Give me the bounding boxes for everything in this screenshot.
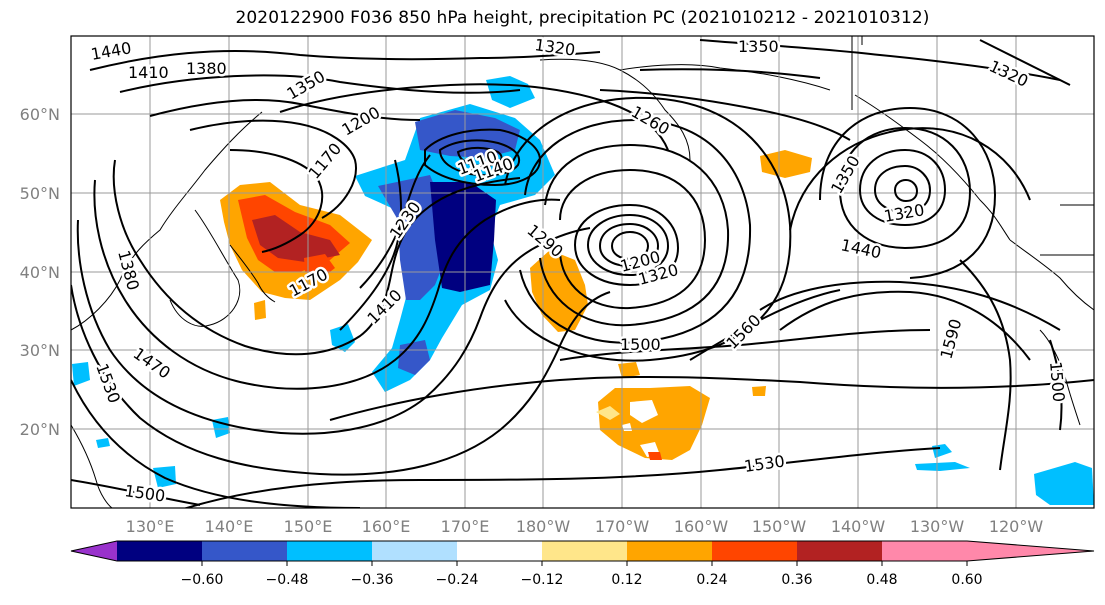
colorbar-tick-label: −0.36: [351, 572, 394, 588]
lon-label: 140°E: [205, 517, 254, 536]
lon-label: 150°E: [284, 517, 333, 536]
colorbar-tick-label: 0.24: [696, 572, 727, 588]
colorbar-segment: [202, 541, 287, 561]
colorbar-segment: [542, 541, 627, 561]
colorbar-tick-label: −0.60: [181, 572, 224, 588]
colorbar-outline: [70, 540, 1095, 562]
colorbar-tick-label: 0.48: [866, 572, 897, 588]
lon-label: 170°W: [595, 517, 650, 536]
page-title: 2020122900 F036 850 hPa height, precipit…: [235, 8, 930, 28]
contour-label: 1500: [1046, 361, 1068, 403]
colorbar: −0.60 −0.48 −0.36 −0.24 −0.12 0.12 0.24 …: [70, 540, 1095, 588]
lon-label: 140°W: [831, 517, 886, 536]
lat-label: 20°N: [20, 420, 60, 439]
lon-label: 160°E: [362, 517, 411, 536]
lon-label: 160°W: [674, 517, 729, 536]
lon-label: 120°W: [989, 517, 1044, 536]
colorbar-tick-label: 0.36: [781, 572, 812, 588]
colorbar-segment: [712, 541, 797, 561]
colorbar-tick-label: 0.12: [611, 572, 642, 588]
coastlines: [71, 36, 1094, 508]
lon-label: 150°W: [752, 517, 807, 536]
colorbar-segment: [372, 541, 457, 561]
lat-label: 60°N: [20, 105, 60, 124]
longitude-labels: 130°E 140°E 150°E 160°E 170°E 180°W 170°…: [126, 517, 1044, 536]
colorbar-tick-label: −0.24: [436, 572, 479, 588]
precip-positive-area: [220, 150, 812, 460]
height-contours: [71, 39, 1094, 508]
map-frame: [70, 35, 1095, 509]
colorbar-ticks: [201, 561, 968, 566]
lon-label: 170°E: [441, 517, 490, 536]
colorbar-segment: [797, 541, 882, 561]
colorbar-segment: [457, 541, 542, 561]
lon-label: 180°W: [516, 517, 571, 536]
lon-label: 130°E: [126, 517, 175, 536]
colorbar-tick-label: −0.48: [266, 572, 309, 588]
latitude-labels: 60°N 50°N 40°N 30°N 20°N: [20, 105, 60, 439]
colorbar-segment: [117, 541, 202, 561]
colorbar-extend-left: [71, 541, 117, 561]
contour-label: 1500: [620, 335, 661, 354]
colorbar-extend-right: [967, 541, 1094, 561]
colorbar-segment: [882, 541, 967, 561]
colorbar-tick-label: 0.60: [951, 572, 982, 588]
lat-label: 40°N: [20, 263, 60, 282]
contour-label: 1380: [186, 59, 227, 78]
colorbar-tick-label: −0.12: [521, 572, 564, 588]
colorbar-segment: [287, 541, 372, 561]
colorbar-segment: [627, 541, 712, 561]
contour-label: 1350: [738, 37, 779, 56]
lat-label: 50°N: [20, 184, 60, 203]
contour-label: 1410: [128, 63, 169, 82]
lat-label: 30°N: [20, 341, 60, 360]
lon-label: 130°W: [910, 517, 965, 536]
